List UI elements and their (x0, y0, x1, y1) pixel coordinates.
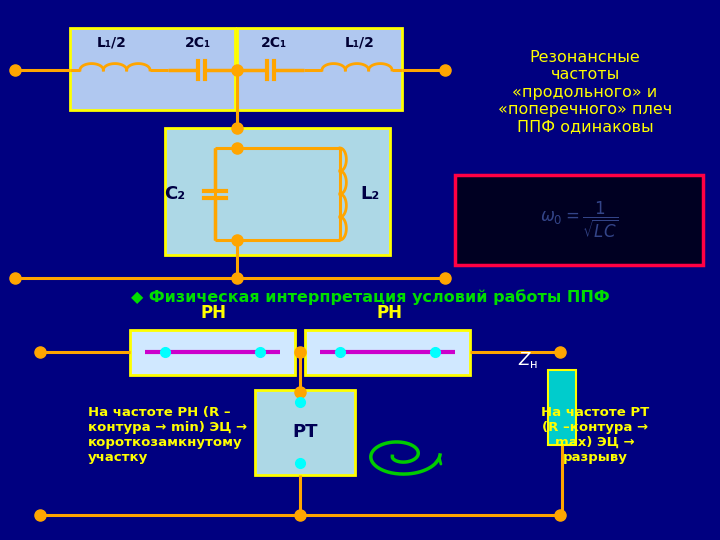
Text: $Z_{\rm н}$: $Z_{\rm н}$ (518, 350, 538, 370)
FancyBboxPatch shape (237, 28, 402, 110)
FancyBboxPatch shape (455, 175, 703, 265)
FancyBboxPatch shape (255, 390, 355, 475)
Text: РН: РН (200, 304, 226, 322)
Text: L₁/2: L₁/2 (97, 36, 127, 50)
Text: На частоте РН (R –
контура → min) ЭЦ →
короткозамкнутому
участку: На частоте РН (R – контура → min) ЭЦ → к… (88, 406, 247, 464)
Text: На частоте РТ
(R –контура →
max) ЭЦ →
разрыву: На частоте РТ (R –контура → max) ЭЦ → ра… (541, 406, 649, 464)
Text: L₂: L₂ (361, 185, 379, 203)
Text: C₂: C₂ (164, 185, 186, 203)
Text: РН: РН (377, 304, 403, 322)
FancyBboxPatch shape (548, 370, 576, 445)
FancyBboxPatch shape (165, 128, 390, 255)
Text: L₁/2: L₁/2 (345, 36, 375, 50)
Text: 2C₁: 2C₁ (261, 36, 287, 50)
FancyBboxPatch shape (130, 330, 295, 375)
Text: 2C₁: 2C₁ (185, 36, 211, 50)
Text: $\omega_0 = \dfrac{1}{\sqrt{LC}}$: $\omega_0 = \dfrac{1}{\sqrt{LC}}$ (539, 200, 618, 240)
Text: РТ: РТ (292, 423, 318, 441)
FancyBboxPatch shape (70, 28, 235, 110)
Text: ◆ Физическая интерпретация условий работы ППФ: ◆ Физическая интерпретация условий работ… (131, 289, 609, 305)
Text: Резонансные
частоты
«продольного» и
«поперечного» плеч
ППФ одинаковы: Резонансные частоты «продольного» и «поп… (498, 50, 672, 134)
FancyBboxPatch shape (305, 330, 470, 375)
